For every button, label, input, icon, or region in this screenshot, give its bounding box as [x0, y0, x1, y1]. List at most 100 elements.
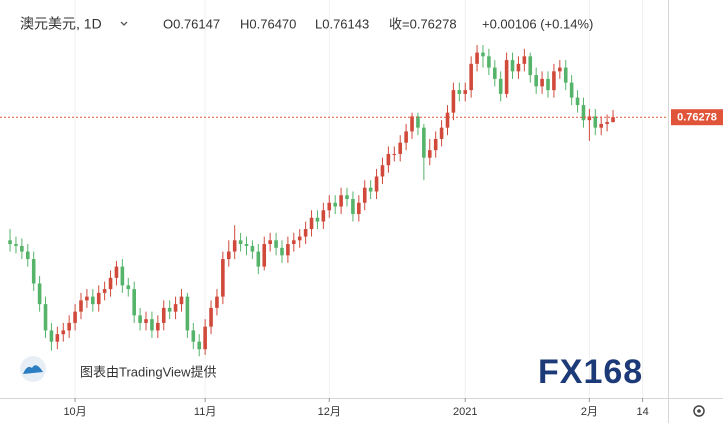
header: 澳元美元, 1D O0.76147 H0.76470 L0.76143 收=0.…: [20, 16, 593, 32]
candle-body: [504, 60, 509, 94]
candle-body: [587, 116, 592, 121]
candle-body: [575, 97, 580, 106]
candle-body: [374, 176, 379, 192]
candle-body: [31, 259, 36, 284]
candle-body: [475, 52, 479, 64]
candle-body: [392, 153, 397, 155]
candle-body: [108, 277, 113, 290]
candle-body: [274, 240, 278, 248]
x-tick-label: 2月: [581, 406, 598, 418]
candles: [8, 45, 615, 357]
x-tick-label: 10月: [63, 406, 86, 418]
header-high: H0.76470: [240, 16, 296, 31]
candle-body: [611, 117, 615, 123]
candle-body: [138, 315, 142, 323]
candle-body: [85, 296, 89, 301]
candle-body: [416, 116, 420, 128]
candle-body: [599, 123, 603, 128]
header-change: +0.00106 (+0.14%): [482, 16, 593, 31]
candle-body: [498, 78, 503, 94]
watermark: 图表由TradingView提供: [20, 356, 217, 382]
candle-body: [25, 251, 30, 260]
candle-body: [433, 138, 438, 151]
candle-body: [43, 304, 48, 331]
candle-body: [167, 307, 172, 312]
candle-body: [73, 311, 77, 323]
candle-body: [398, 142, 403, 154]
candle-body: [132, 289, 136, 316]
candle-body: [528, 56, 533, 76]
candle-body: [457, 90, 462, 94]
symbol: 澳元美元, 1D: [20, 16, 102, 32]
candle-body: [605, 122, 609, 124]
candle-body: [215, 296, 219, 308]
candle-body: [327, 202, 332, 211]
candle-body: [191, 330, 196, 342]
candle-body: [197, 341, 202, 350]
gear-icon[interactable]: [693, 405, 705, 417]
chevron[interactable]: [120, 21, 128, 26]
candle-body: [558, 67, 562, 72]
candle-body: [303, 229, 308, 237]
header-close: 收=0.76278: [389, 16, 457, 31]
candle-body: [309, 217, 314, 230]
candle-body: [150, 319, 154, 331]
candle-body: [451, 90, 456, 113]
candle-body: [173, 304, 178, 312]
gear-center: [697, 409, 701, 413]
candle-body: [268, 240, 272, 245]
candle-body: [37, 283, 42, 305]
candle-body: [445, 112, 450, 128]
candle-body: [262, 244, 267, 267]
candle-body: [126, 285, 131, 290]
candle-body: [221, 259, 225, 297]
candle-body: [427, 150, 432, 158]
candle-body: [20, 245, 24, 252]
candle-body: [144, 319, 148, 323]
candle-body: [315, 217, 320, 222]
candle-body: [297, 236, 302, 241]
candle-body: [380, 165, 385, 177]
candle-body: [439, 127, 444, 139]
watermark-text: 图表由TradingView提供: [80, 364, 217, 379]
candle-body: [593, 116, 598, 128]
candle-body: [292, 240, 296, 245]
candle-body: [386, 153, 391, 166]
candle-body: [161, 307, 166, 323]
x-tick-label: 12月: [318, 406, 341, 418]
candle-body: [55, 334, 60, 342]
candle-body: [14, 244, 18, 246]
candle-body: [96, 292, 101, 305]
candle-body: [357, 202, 361, 215]
candle-body: [61, 330, 66, 335]
candle-body: [91, 296, 95, 305]
candle-body: [280, 247, 284, 256]
candle-body: [469, 63, 473, 91]
candle-body: [256, 251, 261, 267]
candle-body: [362, 187, 367, 203]
candle-body: [203, 326, 207, 350]
x-tick-label: 2021: [453, 406, 477, 418]
candle-body: [250, 245, 255, 252]
candle-body: [232, 240, 237, 252]
candle-body: [463, 90, 468, 94]
candle-body: [368, 187, 373, 192]
price-label: 0.76278: [677, 112, 717, 124]
x-tick-label: 14: [636, 406, 648, 418]
candle-body: [534, 75, 538, 87]
header-open: O0.76147: [163, 16, 220, 31]
candle-body: [8, 240, 12, 245]
candle-body: [102, 289, 107, 293]
candle-body: [345, 195, 349, 199]
candle-body: [516, 63, 521, 72]
candle-body: [185, 296, 190, 331]
candle-body: [581, 105, 586, 121]
candle-body: [410, 116, 414, 132]
candle-body: [209, 307, 213, 327]
settings[interactable]: [693, 405, 705, 417]
candle-body: [238, 240, 243, 245]
candle-body: [422, 127, 426, 158]
